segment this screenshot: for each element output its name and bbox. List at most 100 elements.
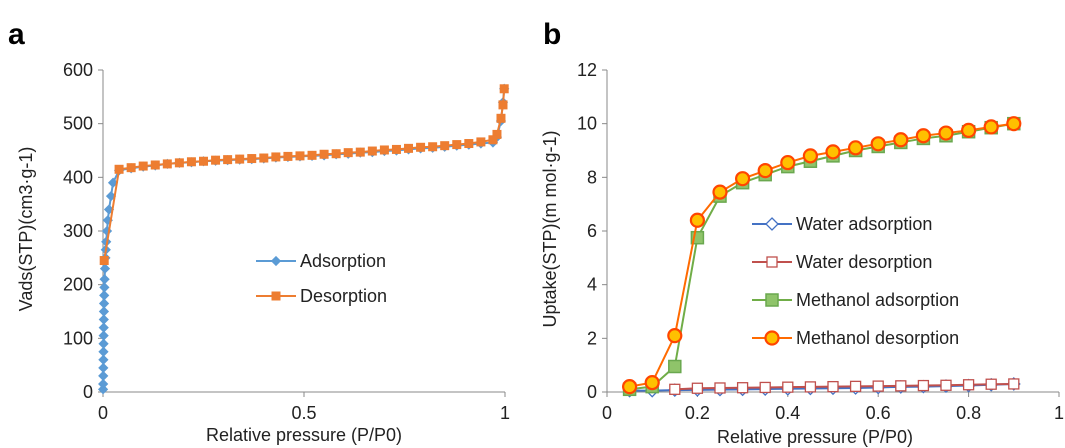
y-tick-label: 100 xyxy=(63,328,93,348)
data-point xyxy=(99,282,110,293)
data-point xyxy=(105,190,117,202)
x-tick-label: 0 xyxy=(602,403,612,423)
x-axis-label-a: Relative pressure (P/P0) xyxy=(206,425,402,445)
legend-item: Desorption xyxy=(256,286,387,306)
legend-label: Methanol desorption xyxy=(796,328,959,348)
series-water-desorption xyxy=(669,378,1020,395)
data-point xyxy=(940,379,952,391)
series-a xyxy=(97,83,510,395)
data-point xyxy=(223,155,233,165)
legend-marker xyxy=(765,293,779,307)
data-point xyxy=(98,314,109,325)
data-point xyxy=(827,380,839,393)
series-adsorption xyxy=(97,83,510,395)
data-point xyxy=(804,381,817,393)
x-tick-label: 0 xyxy=(98,403,108,423)
data-point xyxy=(985,378,997,390)
data-point xyxy=(691,382,704,394)
data-point xyxy=(98,370,109,382)
data-point xyxy=(714,382,726,394)
data-point xyxy=(98,378,109,390)
y-tick-label: 200 xyxy=(63,275,93,295)
data-point xyxy=(802,148,819,164)
data-point xyxy=(669,383,681,395)
data-point xyxy=(476,137,486,147)
data-point xyxy=(138,161,148,171)
data-point xyxy=(99,274,110,285)
series-line xyxy=(102,88,506,390)
data-point xyxy=(962,379,975,391)
series-methanol-desorption xyxy=(621,116,1022,395)
y-axis-label-a: Vads(STP)(cm3·g-1) xyxy=(16,147,36,312)
x-tick-label: 1 xyxy=(1054,403,1064,423)
legend-label: Water adsorption xyxy=(796,214,932,234)
chart-panel-b: b 0 2 4 6 8 10 12 0 0.2 0.4 0.6 0.8 1 Relative press… xyxy=(540,18,1064,447)
data-point xyxy=(99,263,111,274)
data-point xyxy=(689,212,706,228)
y-tick-label: 0 xyxy=(587,382,597,402)
data-point xyxy=(825,144,841,160)
data-point xyxy=(98,354,109,365)
axes-a xyxy=(102,70,505,393)
y-tick-label: 500 xyxy=(63,114,93,134)
data-point xyxy=(440,141,450,151)
data-point xyxy=(938,125,954,141)
data-point xyxy=(895,380,907,392)
legend-item: Water adsorption xyxy=(752,214,932,234)
data-point xyxy=(114,164,124,174)
data-point xyxy=(872,380,884,392)
y-axis-label-b: Uptake(STP)(m mol·g-1) xyxy=(540,130,560,327)
data-point xyxy=(211,155,221,165)
x-tick-label: 0.6 xyxy=(866,403,891,423)
data-point xyxy=(915,128,932,144)
data-point xyxy=(759,381,771,394)
legend-item: Water desorption xyxy=(752,252,932,272)
data-point xyxy=(186,157,196,167)
y-tick-label: 600 xyxy=(63,60,93,80)
ticks-a: 0 100 200 300 400 500 600 0 0.5 1 xyxy=(63,60,510,423)
data-point xyxy=(416,142,426,152)
legend-marker xyxy=(271,291,281,301)
data-point xyxy=(917,379,930,392)
data-point xyxy=(367,146,377,156)
data-point xyxy=(983,119,999,135)
data-point xyxy=(98,346,109,357)
data-point xyxy=(464,139,474,149)
data-point xyxy=(893,132,909,148)
data-point xyxy=(98,330,109,341)
x-tick-label: 0.5 xyxy=(291,403,316,423)
data-point xyxy=(621,379,638,395)
data-point xyxy=(235,154,245,164)
data-point xyxy=(499,84,509,94)
data-point xyxy=(98,338,109,349)
data-point xyxy=(97,384,109,395)
ticks-b: 0 2 4 6 8 10 12 0 0.2 0.4 0.6 0.8 1 xyxy=(577,60,1064,423)
data-point xyxy=(98,322,109,333)
data-point xyxy=(355,147,365,157)
data-point xyxy=(107,177,119,188)
data-point xyxy=(319,149,329,159)
data-point xyxy=(162,159,172,169)
y-tick-label: 6 xyxy=(587,221,597,241)
data-point xyxy=(757,163,773,179)
data-point xyxy=(736,382,749,394)
data-point xyxy=(644,375,660,391)
data-point xyxy=(849,380,862,393)
data-point xyxy=(734,171,751,187)
series-desorption xyxy=(99,84,509,266)
data-point xyxy=(307,150,317,160)
data-point xyxy=(488,135,498,145)
data-point xyxy=(99,290,110,301)
data-point xyxy=(492,129,502,139)
x-axis-label-b: Relative pressure (P/P0) xyxy=(717,427,913,447)
data-point xyxy=(452,140,462,150)
data-point xyxy=(668,359,682,374)
series-line xyxy=(103,88,506,261)
y-tick-label: 400 xyxy=(63,167,93,187)
legend-label: Methanol adsorption xyxy=(796,290,959,310)
data-point xyxy=(199,156,208,166)
data-point xyxy=(98,298,110,309)
data-point xyxy=(1006,116,1022,132)
data-point xyxy=(960,122,977,138)
